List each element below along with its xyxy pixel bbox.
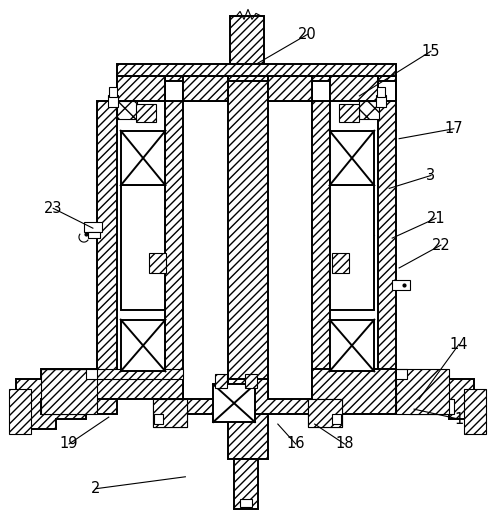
Bar: [331, 414, 341, 424]
Bar: [136, 104, 156, 122]
Bar: [213, 384, 255, 422]
Text: 16: 16: [287, 436, 305, 452]
Text: 22: 22: [432, 238, 450, 253]
Bar: [308, 399, 342, 427]
Bar: [88, 232, 100, 238]
Bar: [41, 399, 86, 414]
Bar: [392, 280, 410, 290]
Text: 15: 15: [422, 44, 440, 59]
Polygon shape: [329, 76, 378, 101]
Text: 20: 20: [298, 27, 317, 42]
Bar: [464, 389, 486, 434]
Polygon shape: [312, 101, 329, 414]
Text: 3: 3: [426, 168, 436, 183]
Bar: [376, 95, 386, 107]
Bar: [84, 222, 102, 232]
Text: 14: 14: [450, 337, 468, 352]
Bar: [121, 320, 165, 372]
Polygon shape: [312, 379, 396, 399]
Polygon shape: [117, 64, 396, 76]
Polygon shape: [312, 370, 396, 414]
Polygon shape: [41, 370, 97, 379]
Bar: [377, 87, 385, 97]
Bar: [331, 253, 349, 273]
Polygon shape: [16, 379, 86, 429]
Text: 19: 19: [60, 436, 78, 452]
Bar: [329, 185, 374, 310]
Bar: [109, 87, 117, 97]
Text: 2: 2: [91, 481, 101, 496]
Bar: [153, 399, 187, 427]
Bar: [240, 499, 252, 507]
Bar: [359, 101, 379, 119]
Bar: [153, 399, 187, 427]
Polygon shape: [409, 379, 474, 419]
Text: 17: 17: [445, 121, 463, 136]
Polygon shape: [183, 76, 228, 101]
Bar: [329, 131, 374, 185]
Bar: [339, 104, 359, 122]
Text: 1: 1: [454, 412, 463, 427]
Polygon shape: [396, 370, 449, 414]
Text: 23: 23: [44, 201, 62, 216]
Bar: [108, 95, 118, 107]
Bar: [230, 17, 264, 76]
Polygon shape: [183, 379, 312, 414]
Bar: [245, 374, 257, 388]
Text: 21: 21: [427, 211, 445, 226]
Bar: [329, 320, 374, 372]
Polygon shape: [117, 76, 396, 101]
Text: 18: 18: [335, 436, 354, 452]
Polygon shape: [41, 370, 97, 414]
Bar: [234, 459, 258, 509]
Bar: [149, 253, 166, 273]
Bar: [409, 399, 454, 414]
Bar: [154, 414, 164, 424]
Bar: [308, 399, 342, 427]
Polygon shape: [378, 101, 396, 414]
Bar: [9, 389, 31, 434]
Polygon shape: [117, 76, 165, 101]
Bar: [117, 101, 137, 119]
Polygon shape: [165, 101, 183, 414]
Bar: [228, 76, 268, 459]
Bar: [215, 374, 227, 388]
Polygon shape: [268, 76, 312, 101]
Polygon shape: [97, 101, 117, 414]
Polygon shape: [41, 370, 183, 414]
Bar: [121, 185, 165, 310]
Bar: [121, 131, 165, 185]
Polygon shape: [97, 379, 183, 399]
